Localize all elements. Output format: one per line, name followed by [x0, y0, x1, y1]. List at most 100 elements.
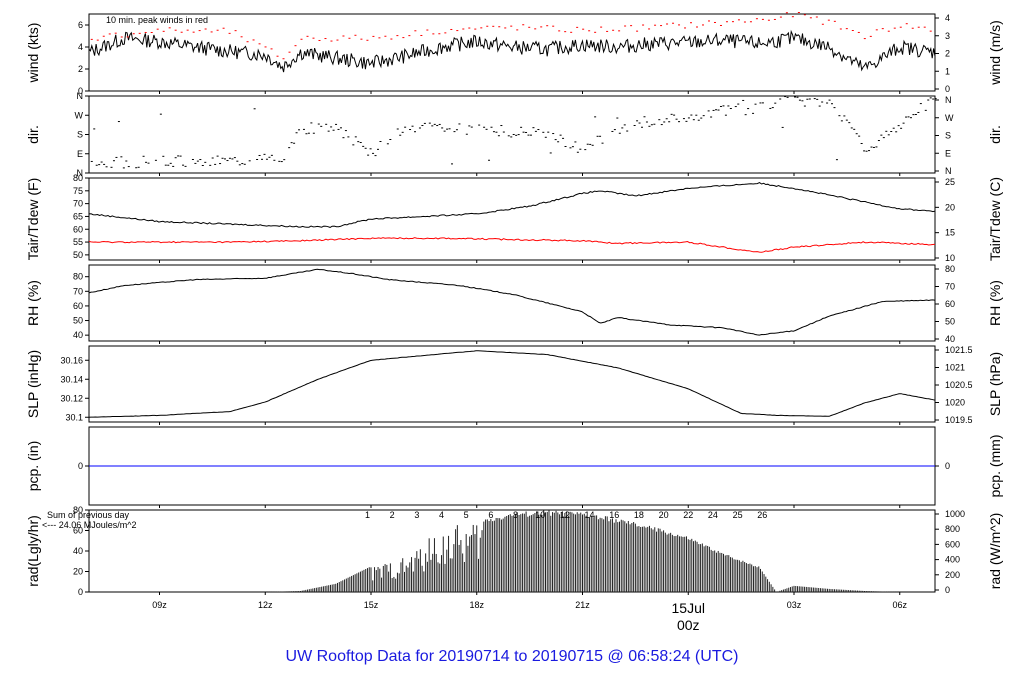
y-tick-label-right: 2: [945, 49, 950, 59]
y-axis-label-right: wind (m/s): [987, 20, 1003, 86]
rad-annotation-2: <--- 24.06 MJoules/m^2: [42, 520, 137, 530]
y-tick-label-right: 4: [945, 13, 950, 23]
y-tick-label: 30.12: [60, 393, 83, 403]
sun-hour-label: 24: [708, 510, 718, 520]
sun-hour-label: 4: [439, 510, 444, 520]
y-tick-label-right: 10: [945, 253, 955, 263]
y-tick-label-right: 1020.5: [945, 380, 973, 390]
y-tick-label: 2: [78, 64, 83, 74]
y-tick-label-right: 0: [945, 461, 950, 471]
y-tick-label-right: W: [945, 113, 954, 123]
y-tick-label-right: 3: [945, 31, 950, 41]
sun-hour-label: 1: [365, 510, 370, 520]
sun-hour-label: 2: [390, 510, 395, 520]
y-tick-label-right: 200: [945, 570, 960, 580]
sun-hour-label: 25: [733, 510, 743, 520]
y-tick-label: 0: [78, 86, 83, 96]
y-tick-label-right: 1000: [945, 509, 965, 519]
y-tick-label: 50: [73, 250, 83, 260]
y-tick-label: 60: [73, 301, 83, 311]
y-tick-label: 0: [78, 587, 83, 597]
sun-hour-label: 14: [585, 510, 595, 520]
x-tick-label: 03z: [787, 600, 802, 610]
x-tick-label: 18z: [469, 600, 484, 610]
y-tick-label-right: 15: [945, 228, 955, 238]
sun-hour-label: 26: [757, 510, 767, 520]
wind-annotation: 10 min. peak winds in red: [106, 15, 208, 25]
y-tick-label: S: [77, 130, 83, 140]
footer-title: UW Rooftop Data for 20190714 to 20190715…: [285, 648, 739, 665]
sun-hour-label: 6: [488, 510, 493, 520]
sun-hour-label: 16: [609, 510, 619, 520]
y-tick-label: N: [77, 91, 84, 101]
y-tick-label-right: N: [945, 95, 952, 105]
y-tick-label-right: 1019.5: [945, 415, 973, 425]
y-axis-label: pcp. (in): [25, 441, 41, 492]
sun-hour-label: 18: [634, 510, 644, 520]
y-tick-label: W: [75, 110, 84, 120]
date-label: 15Jul: [672, 600, 705, 616]
y-tick-label: 80: [73, 173, 83, 183]
y-axis-label: Tair/Tdew (F): [25, 178, 41, 260]
y-tick-label-right: 0: [945, 84, 950, 94]
y-tick-label: 30.14: [60, 374, 83, 384]
sun-hour-label: 5: [464, 510, 469, 520]
y-tick-label: 6: [78, 20, 83, 30]
series-line: [88, 237, 936, 253]
y-tick-label: 50: [73, 316, 83, 326]
y-tick-label: E: [77, 149, 83, 159]
y-tick-label: 55: [73, 237, 83, 247]
sun-hour-label: 22: [683, 510, 693, 520]
panel-frame: [88, 345, 936, 423]
y-tick-label: 0: [78, 461, 83, 471]
y-tick-label: N: [77, 168, 84, 178]
x-tick-label: 12z: [258, 600, 273, 610]
y-axis-label: dir.: [25, 125, 41, 144]
y-tick-label: 70: [73, 286, 83, 296]
y-axis-label-right: rad (W/m^2): [987, 513, 1003, 590]
y-tick-label-right: E: [945, 148, 951, 158]
y-tick-label-right: N: [945, 166, 952, 176]
y-tick-label-right: S: [945, 131, 951, 141]
y-axis-label-right: pcp. (mm): [987, 435, 1003, 498]
x-tick-label: 21z: [575, 600, 590, 610]
y-tick-label-right: 40: [945, 334, 955, 344]
y-tick-label-right: 800: [945, 524, 960, 534]
y-tick-label-right: 60: [945, 299, 955, 309]
y-axis-label: SLP (inHg): [25, 350, 41, 418]
y-tick-label: 20: [73, 567, 83, 577]
y-tick-label-right: 1021: [945, 363, 965, 373]
y-tick-label: 80: [73, 272, 83, 282]
y-axis-label: RH (%): [25, 280, 41, 326]
rad-annotation-1: Sum of previous day: [47, 510, 130, 520]
x-tick-label: 15z: [364, 600, 379, 610]
series-line: [88, 350, 936, 418]
y-tick-label-right: 1: [945, 66, 950, 76]
x-tick-label: 09z: [152, 600, 167, 610]
y-axis-label: wind (kts): [25, 23, 41, 84]
y-tick-label: 80: [73, 505, 83, 515]
y-tick-label: 60: [73, 224, 83, 234]
y-axis-label-right: dir.: [987, 125, 1003, 144]
y-tick-label-right: 1020: [945, 398, 965, 408]
y-axis-label-right: SLP (hPa): [987, 352, 1003, 416]
sun-hour-label: 12: [560, 510, 570, 520]
series-line: [88, 29, 936, 73]
sun-hour-label: 20: [659, 510, 669, 520]
panel-frame: [88, 177, 936, 261]
y-axis-label-right: RH (%): [987, 280, 1003, 326]
y-tick-label-right: 400: [945, 555, 960, 565]
y-tick-label: 30.16: [60, 355, 83, 365]
x-tick-label: 06z: [892, 600, 907, 610]
panel-frame: [88, 264, 936, 342]
y-axis-label-right: Tair/Tdew (C): [987, 177, 1003, 261]
y-tick-label: 40: [73, 330, 83, 340]
sun-hour-label: 8: [513, 510, 518, 520]
y-axis-label: rad(Lgly/hr): [25, 515, 41, 587]
panel-frame: [88, 95, 936, 174]
y-tick-label-right: 600: [945, 539, 960, 549]
y-tick-label: 60: [73, 526, 83, 536]
y-tick-label: 70: [73, 199, 83, 209]
